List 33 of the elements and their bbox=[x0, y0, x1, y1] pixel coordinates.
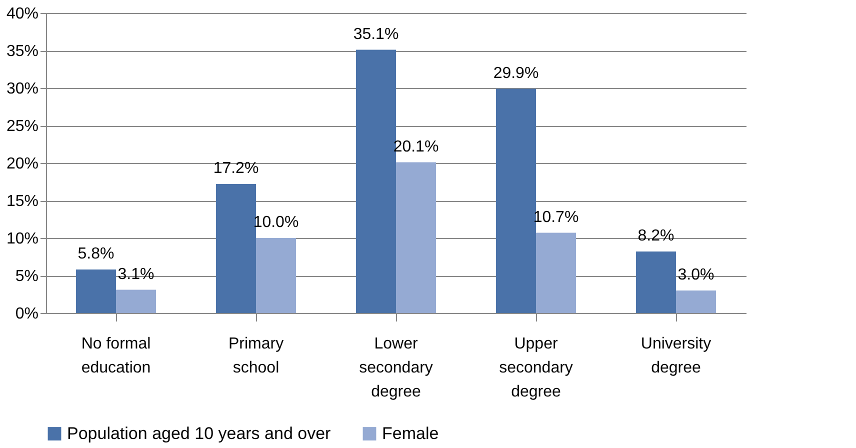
data-label: 29.9% bbox=[493, 64, 539, 82]
data-label: 3.1% bbox=[118, 266, 154, 283]
bar bbox=[356, 50, 396, 313]
y-tick-label: 10% bbox=[6, 230, 38, 248]
data-label: 8.2% bbox=[638, 228, 674, 244]
bar bbox=[216, 184, 256, 313]
bar bbox=[496, 88, 536, 313]
data-label: 35.1% bbox=[353, 26, 399, 43]
bar bbox=[536, 232, 576, 313]
legend-label: Population aged 10 years and over bbox=[67, 424, 332, 443]
bar bbox=[116, 290, 156, 313]
y-tick-label: 25% bbox=[6, 118, 38, 135]
y-tick-label: 35% bbox=[6, 43, 38, 60]
y-tick-label: 15% bbox=[6, 193, 38, 210]
x-tick-label: Upper secondary degree bbox=[499, 336, 573, 400]
bar bbox=[256, 238, 296, 313]
bar bbox=[76, 270, 116, 313]
y-tick-label: 30% bbox=[6, 80, 38, 98]
data-label: 3.0% bbox=[678, 266, 714, 284]
bar bbox=[396, 162, 436, 313]
x-tick-label: University degree bbox=[640, 336, 712, 376]
y-tick-label: 5% bbox=[15, 268, 38, 285]
data-label: 17.2% bbox=[213, 160, 259, 177]
x-tick-label: Primary school bbox=[228, 336, 284, 376]
y-tick-label: 40% bbox=[6, 6, 38, 22]
x-tick-label: No formal education bbox=[81, 336, 151, 376]
y-tick-label: 0% bbox=[15, 306, 38, 322]
legend-label: Female bbox=[382, 424, 439, 443]
y-tick-label: 20% bbox=[6, 156, 38, 172]
data-label: 5.8% bbox=[78, 246, 114, 262]
bar bbox=[676, 290, 716, 313]
bar bbox=[636, 252, 676, 313]
x-tick-label: Lower secondary degree bbox=[359, 336, 433, 400]
